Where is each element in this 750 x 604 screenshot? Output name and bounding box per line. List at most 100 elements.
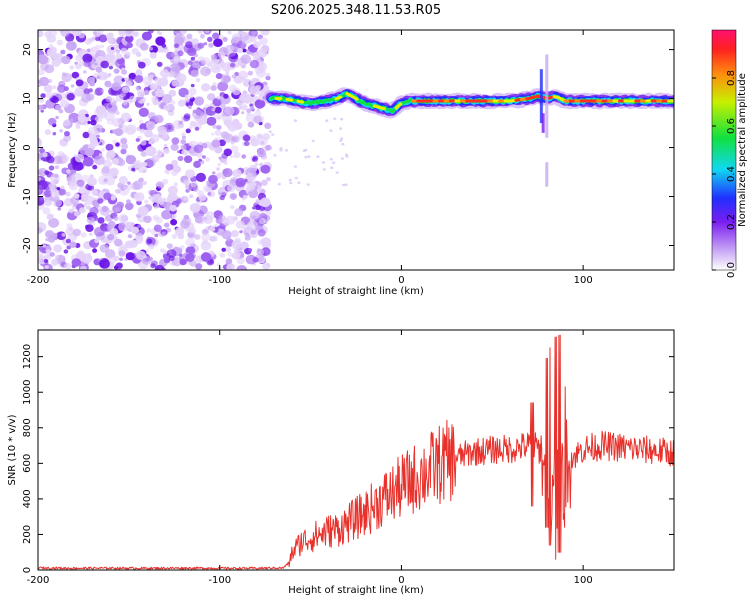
noise-blob: [232, 169, 242, 178]
noise-blob: [216, 125, 222, 130]
noise-blob: [216, 167, 221, 171]
noise-blob: [306, 183, 310, 186]
noise-blob: [207, 36, 213, 43]
noise-blob: [211, 107, 216, 112]
noise-blob: [107, 104, 113, 109]
noise-blob: [135, 96, 141, 102]
noise-blob: [201, 142, 208, 149]
noise-blob: [200, 33, 205, 39]
noise-blob: [77, 114, 87, 123]
noise-blob: [150, 134, 160, 143]
noise-blob: [234, 237, 241, 244]
noise-blob: [180, 144, 187, 150]
noise-blob: [75, 90, 83, 97]
noise-blob: [63, 249, 69, 254]
noise-blob: [185, 169, 195, 179]
noise-blob: [120, 138, 128, 145]
top-y-ticks: -20 -10 0 10 20: [22, 43, 674, 254]
bottom-y-tick-label: 200: [22, 525, 33, 544]
noise-blob: [161, 209, 173, 220]
noise-blob: [241, 197, 245, 201]
noise-blob: [61, 155, 70, 163]
noise-blob: [56, 39, 64, 46]
noise-blob: [113, 265, 119, 270]
noise-blob: [193, 144, 204, 153]
noise-blob: [87, 126, 98, 136]
noise-blob: [235, 186, 242, 192]
noise-blob: [174, 67, 181, 73]
noise-blob: [82, 156, 94, 167]
noise-blob: [231, 74, 236, 79]
noise-blob: [251, 30, 257, 36]
noise-blob: [177, 99, 186, 107]
noise-blob: [127, 234, 133, 239]
colorbar-ticks: 0.0 0.2 0.4 0.6 0.8: [712, 70, 737, 278]
noise-blob: [176, 73, 187, 83]
noise-blob: [155, 88, 165, 98]
noise-blob: [221, 230, 232, 240]
noise-blob: [230, 205, 235, 210]
noise-blob: [219, 195, 225, 201]
noise-blob: [83, 203, 87, 207]
noise-blob: [58, 109, 64, 114]
noise-blob: [138, 107, 149, 118]
noise-blob: [124, 240, 134, 249]
noise-blob: [177, 50, 184, 57]
noise-blob: [55, 255, 59, 259]
noise-blob: [265, 210, 272, 216]
noise-blob: [118, 250, 126, 257]
noise-blob: [192, 186, 199, 192]
noise-blob: [44, 170, 50, 175]
noise-blob: [110, 195, 116, 201]
noise-blob: [154, 114, 164, 124]
noise-blob: [82, 131, 90, 139]
noise-blob: [47, 236, 56, 243]
noise-blob: [59, 129, 63, 133]
noise-blob: [257, 149, 267, 158]
bottom-x-tick-label: -200: [27, 575, 50, 586]
noise-blob: [141, 161, 148, 167]
noise-blob: [266, 73, 270, 77]
ridge-hot-segment: [334, 95, 343, 101]
noise-blob: [172, 119, 183, 130]
noise-blob: [225, 258, 233, 265]
noise-blob: [113, 230, 118, 235]
noise-blob: [221, 217, 230, 225]
noise-blob: [154, 77, 162, 84]
noise-blob: [234, 208, 244, 217]
noise-blob: [185, 238, 196, 247]
noise-blob: [54, 165, 60, 170]
noise-blob: [248, 248, 253, 252]
noise-blob: [165, 163, 174, 171]
noise-blob: [85, 113, 89, 118]
noise-blob: [244, 141, 250, 147]
noise-blob: [57, 207, 62, 211]
noise-blob: [105, 143, 114, 151]
noise-blob: [163, 143, 168, 148]
noise-blob: [181, 149, 189, 156]
noise-blob: [166, 249, 177, 258]
noise-blob: [171, 213, 177, 219]
noise-blob: [339, 139, 343, 142]
bottom-x-tick-label: 0: [398, 575, 404, 586]
noise-blob: [48, 183, 56, 190]
colorbar-label: Normalized spectral amplitude: [737, 73, 748, 227]
noise-blob: [285, 149, 289, 152]
noise-blob: [92, 248, 98, 253]
noise-blob: [211, 139, 221, 148]
noise-blob: [80, 232, 87, 238]
noise-blob: [234, 71, 239, 77]
noise-blob: [340, 137, 344, 140]
ridge-hot-segment: [394, 102, 403, 110]
noise-blob: [161, 43, 167, 48]
noise-field: [38, 30, 349, 270]
noise-blob: [190, 69, 199, 78]
noise-blob: [99, 259, 110, 269]
noise-blob: [227, 30, 232, 35]
noise-blob: [104, 111, 115, 121]
noise-blob: [227, 252, 233, 257]
noise-blob: [76, 179, 85, 187]
noise-blob: [196, 151, 203, 158]
noise-blob: [103, 213, 108, 217]
noise-blob: [75, 124, 81, 129]
